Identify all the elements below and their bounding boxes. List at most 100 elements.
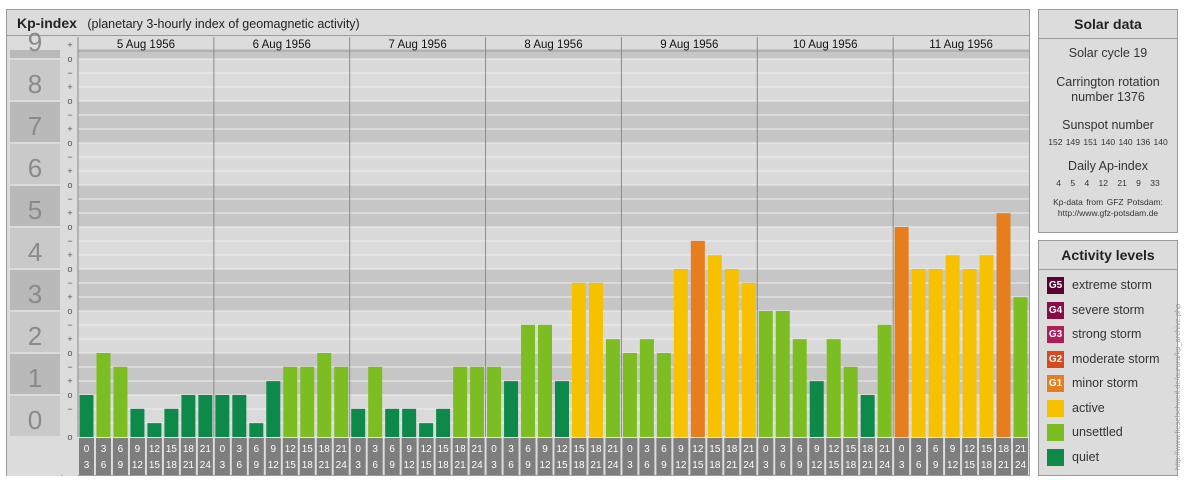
hour-cell	[231, 438, 247, 475]
activity-levels-title: Activity levels	[1039, 241, 1177, 270]
sub-tick-label: −	[67, 194, 72, 204]
hour-start-label: 0	[763, 444, 769, 455]
level-label: extreme storm	[1072, 278, 1152, 292]
y-tick-label: 8	[28, 69, 42, 99]
hour-start-label: 12	[149, 444, 161, 455]
hour-end-label: 21	[726, 460, 738, 471]
level-label: strong storm	[1072, 327, 1142, 341]
sub-tick-label: o	[67, 348, 72, 358]
kp-bar	[436, 408, 451, 437]
hour-start-label: 18	[726, 444, 738, 455]
level-label: severe storm	[1072, 302, 1145, 317]
kp-bar	[538, 324, 552, 437]
hour-end-label: 9	[525, 460, 531, 471]
kp-bar	[181, 395, 196, 437]
ap-label: Daily Ap-index	[1068, 159, 1148, 173]
hour-cell	[146, 438, 162, 475]
hour-end-label: 9	[254, 460, 260, 471]
hour-start-label: 6	[661, 444, 667, 455]
hour-end-label: 9	[389, 460, 395, 471]
hour-cell	[163, 438, 179, 475]
hour-cell	[469, 438, 485, 475]
hour-end-label: 9	[661, 460, 667, 471]
hour-start-label: 3	[508, 444, 514, 455]
hour-end-label: 12	[539, 460, 551, 471]
kp-bar	[945, 255, 960, 437]
kp-bar	[860, 395, 875, 437]
hour-end-label: 6	[916, 460, 922, 471]
hour-cell	[945, 438, 961, 475]
source-link[interactable]: http://www.gfz-potsdam.de	[1057, 208, 1159, 218]
sub-tick-label: +	[67, 334, 72, 344]
kp-bar	[843, 366, 858, 437]
kp-bar	[622, 353, 637, 437]
hour-start-label: 0	[220, 444, 226, 455]
hour-cell	[554, 438, 570, 475]
hour-cell	[928, 438, 944, 475]
hour-end-label: 12	[268, 460, 280, 471]
band	[78, 143, 1029, 185]
hour-cell	[129, 438, 145, 475]
hour-start-label: 12	[692, 444, 704, 455]
hour-start-label: 6	[797, 444, 803, 455]
hour-cell	[826, 438, 842, 475]
hour-cell	[265, 438, 281, 475]
kp-bar	[317, 353, 332, 437]
hour-cell	[333, 438, 349, 475]
hour-end-label: 24	[607, 460, 619, 471]
hour-cell	[996, 438, 1012, 475]
hour-end-label: 15	[964, 460, 976, 471]
sub-tick-label: o	[67, 264, 72, 274]
kp-bar	[962, 269, 977, 437]
hour-start-label: 0	[627, 444, 633, 455]
sub-tick-label: −	[67, 152, 72, 162]
level-label: quiet	[1072, 449, 1100, 464]
sub-tick-label: +	[67, 124, 72, 134]
kp-bar	[130, 408, 145, 437]
hour-cell	[656, 438, 672, 475]
hour-cell	[520, 438, 536, 475]
hour-cell	[503, 438, 519, 475]
band	[78, 311, 1029, 353]
hour-end-label: 3	[763, 460, 769, 471]
ap-values: 4 5 4 12 21 9 33	[1056, 178, 1160, 188]
hour-end-label: 3	[627, 460, 633, 471]
sub-tick-label: o	[67, 138, 72, 148]
hour-end-label: 12	[675, 460, 687, 471]
sub-tick-label: +	[67, 376, 72, 386]
sunspot-values: 152 149 151 140 140 136 140	[1048, 137, 1168, 147]
kp-bar	[979, 255, 994, 437]
kp-bar	[775, 311, 790, 437]
hour-cell	[248, 438, 264, 475]
hour-cell	[911, 438, 927, 475]
level-swatch: G4	[1047, 301, 1064, 319]
hour-start-label: 12	[828, 444, 840, 455]
sub-tick-label: o	[67, 96, 72, 106]
y-tick-label: 1	[28, 363, 42, 393]
hour-cell	[418, 438, 434, 475]
sub-tick-label: −	[67, 236, 72, 246]
y-tick-band	[10, 102, 60, 142]
hour-cell	[877, 438, 893, 475]
hour-end-label: 15	[828, 460, 840, 471]
kp-bar	[521, 324, 536, 437]
hour-end-label: 6	[237, 460, 243, 471]
hour-start-label: 9	[678, 444, 684, 455]
hour-start-label: 3	[644, 444, 650, 455]
kp-bar	[470, 366, 485, 437]
kp-bar	[809, 381, 824, 437]
hour-start-label: 21	[1015, 444, 1027, 455]
sub-tick-label: −	[67, 278, 72, 288]
hour-cell	[724, 438, 740, 475]
source-line1: Kp-data from GFZ Potsdam:	[1053, 197, 1163, 207]
hour-end-label: 6	[644, 460, 650, 471]
activity-level-strong-storm: G3 strong storm	[1047, 324, 1141, 344]
kp-bar	[894, 227, 909, 437]
y-tick-label: 2	[28, 321, 42, 351]
hour-start-label: 9	[542, 444, 548, 455]
hour-cell	[316, 438, 332, 475]
chart-subtitle: (planetary 3-hourly index of geomagnetic…	[87, 17, 360, 31]
sub-tick-label: −	[67, 68, 72, 78]
hour-end-label: 24	[200, 460, 212, 471]
hour-cell	[673, 438, 689, 475]
